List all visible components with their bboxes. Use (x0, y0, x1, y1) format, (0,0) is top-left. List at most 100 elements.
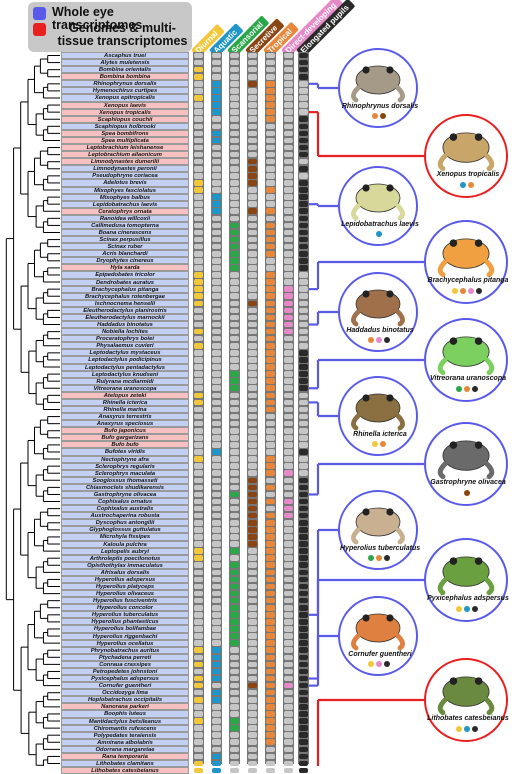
trait-cell (284, 640, 293, 646)
species-label: Sooglossus thomasseti (61, 476, 189, 484)
trait-cell (284, 569, 293, 576)
species-label: Physalaemus cuvieri (61, 342, 189, 350)
trait-cell (230, 116, 239, 122)
species-label: Lithobates clamitans (61, 760, 189, 768)
trait-cell (194, 165, 203, 172)
trait-cell (248, 350, 257, 356)
trait-cell (266, 243, 275, 250)
trait-cell (266, 456, 275, 462)
species-label: Occidozyga lima (61, 689, 189, 697)
trait-cell (284, 647, 293, 653)
species-label: Lithobates catesbeianus (61, 767, 189, 774)
trait-cell (212, 746, 221, 753)
trait-cell (230, 357, 239, 363)
trait-cell (284, 293, 293, 299)
trait-cell (230, 654, 239, 661)
trait-cell (230, 413, 239, 420)
trait-cell (248, 718, 257, 724)
trait-cell (248, 541, 257, 547)
trait-cell (266, 158, 275, 165)
trait-cell (284, 88, 293, 94)
trait-cell (299, 689, 308, 696)
trait-cell (248, 711, 257, 717)
species-label: Ascaphus truei (61, 52, 189, 60)
trait-cell (266, 449, 275, 455)
trait-cell (266, 767, 275, 774)
trait-cell (212, 328, 221, 335)
genomes-swatch (33, 23, 46, 36)
trait-cell (248, 307, 257, 314)
trait-cell (230, 95, 239, 101)
trait-cell (212, 633, 221, 639)
trait-cell (284, 534, 293, 540)
trait-cell (299, 505, 308, 512)
trait-cell (299, 470, 308, 476)
trait-cell (230, 477, 239, 484)
trait-cell (230, 215, 239, 222)
trait-cell (266, 371, 275, 377)
trait-cell (284, 704, 293, 710)
trait-cell (299, 435, 308, 441)
trait-cell (266, 378, 275, 384)
featured-frog-lepidobatrachus-laevis: Lepidobatrachus laevis (338, 166, 419, 246)
trait-cell (230, 484, 239, 491)
trait-cell (230, 569, 239, 576)
featured-caption: Gastrophryne olivacea (430, 479, 506, 487)
trait-cell (212, 173, 221, 179)
trait-cell (230, 442, 239, 448)
trait-cell (194, 619, 203, 625)
trait-cell (212, 371, 221, 377)
trait-cell (266, 180, 275, 186)
trait-dot (472, 726, 478, 733)
trait-cell (284, 711, 293, 717)
trait-cell (299, 102, 308, 108)
trait-cell (284, 718, 293, 724)
trait-cell (299, 52, 308, 59)
species-label: Microhyla fissipes (61, 533, 189, 541)
trait-cell (212, 222, 221, 229)
trait-cell (299, 597, 308, 604)
trait-cell (230, 675, 239, 682)
frog-illustration-icon (437, 676, 495, 716)
trait-cell (212, 711, 221, 717)
trait-cell (230, 732, 239, 738)
species-label: Brachycephalus pitanga (61, 285, 189, 293)
species-label: Dryophytes cinereus (61, 257, 189, 265)
trait-cell (212, 180, 221, 186)
trait-cell (230, 158, 239, 165)
trait-cell (212, 95, 221, 101)
trait-cell (299, 753, 308, 760)
trait-cell (194, 243, 203, 250)
trait-cell (284, 137, 293, 144)
trait-cell (284, 165, 293, 172)
trait-cell (266, 682, 275, 689)
trait-cell (230, 165, 239, 172)
trait-cell (212, 250, 221, 257)
trait-cell (212, 576, 221, 583)
trait-cell (284, 562, 293, 569)
trait-cell (194, 435, 203, 441)
trait-cell (230, 88, 239, 94)
trait-cell (212, 130, 221, 137)
species-label: Chiasmocleis shudikarensis (61, 483, 189, 491)
trait-cell (266, 569, 275, 576)
trait-cell (194, 668, 203, 675)
species-label: Bufo gargarizans (61, 434, 189, 442)
trait-cell (266, 541, 275, 547)
trait-cell (194, 725, 203, 731)
trait-cell (266, 173, 275, 179)
trait-cell (266, 215, 275, 222)
trait-cell (266, 604, 275, 611)
trait-cell (230, 420, 239, 427)
trait-cell (299, 95, 308, 101)
featured-frog-brachycephalus-pitanga: Brachycephalus pitanga (424, 220, 508, 304)
trait-cell (230, 59, 239, 66)
trait-cell (194, 286, 203, 292)
trait-cell (248, 59, 257, 66)
species-label: Boana cinerascens (61, 229, 189, 237)
trait-cell (212, 123, 221, 130)
trait-dot (384, 337, 390, 344)
featured-frog-cornufer-guentheri: Cornufer guentheri (338, 596, 418, 676)
trait-cell (248, 590, 257, 597)
